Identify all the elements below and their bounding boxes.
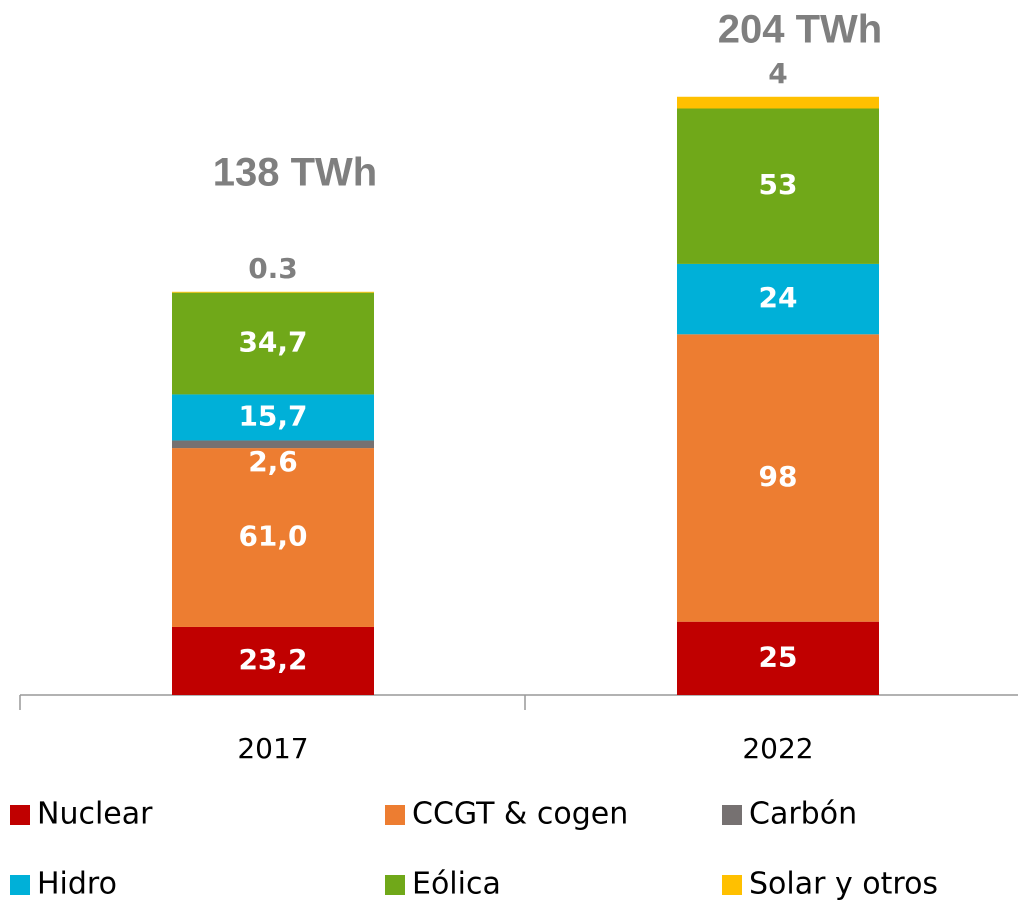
value-label: 0.3 xyxy=(248,252,298,285)
value-label: 2,6 xyxy=(248,445,298,478)
bar-segment xyxy=(172,292,374,395)
bar-segment xyxy=(677,334,879,622)
bar-segment xyxy=(677,108,879,264)
bar-segment xyxy=(172,440,374,449)
legend-swatch xyxy=(385,805,405,825)
legend-label: Eólica xyxy=(412,867,501,902)
bar-segment xyxy=(172,448,374,627)
total-label: 204 TWh xyxy=(718,7,882,51)
bar-segment xyxy=(677,621,879,695)
legend-label: Hidro xyxy=(37,867,117,902)
legend-label: CCGT & cogen xyxy=(412,797,628,832)
bar-segment xyxy=(172,626,374,695)
value-label: 98 xyxy=(759,460,798,493)
legend-swatch xyxy=(10,875,30,895)
legend-swatch xyxy=(385,875,405,895)
value-label: 25 xyxy=(759,640,798,673)
x-tick-label: 2017 xyxy=(237,732,308,765)
legend-swatch xyxy=(10,805,30,825)
value-label: 4 xyxy=(768,57,787,90)
bar-segment xyxy=(677,96,879,109)
value-label: 15,7 xyxy=(238,399,307,432)
total-label: 138 TWh xyxy=(213,150,377,194)
legend-swatch xyxy=(722,875,742,895)
legend-swatch xyxy=(722,805,742,825)
bar-segment xyxy=(677,263,879,335)
value-label: 24 xyxy=(759,281,798,314)
value-label: 53 xyxy=(759,168,798,201)
legend-label: Nuclear xyxy=(37,797,153,832)
bar-segment xyxy=(172,394,374,441)
value-label: 34,7 xyxy=(238,326,307,359)
bar-segment xyxy=(172,291,374,293)
x-tick-label: 2022 xyxy=(742,732,813,765)
value-label: 61,0 xyxy=(238,520,307,553)
legend-label: Solar y otros xyxy=(749,867,938,902)
legend-label: Carbón xyxy=(749,797,857,832)
value-label: 23,2 xyxy=(238,643,307,676)
